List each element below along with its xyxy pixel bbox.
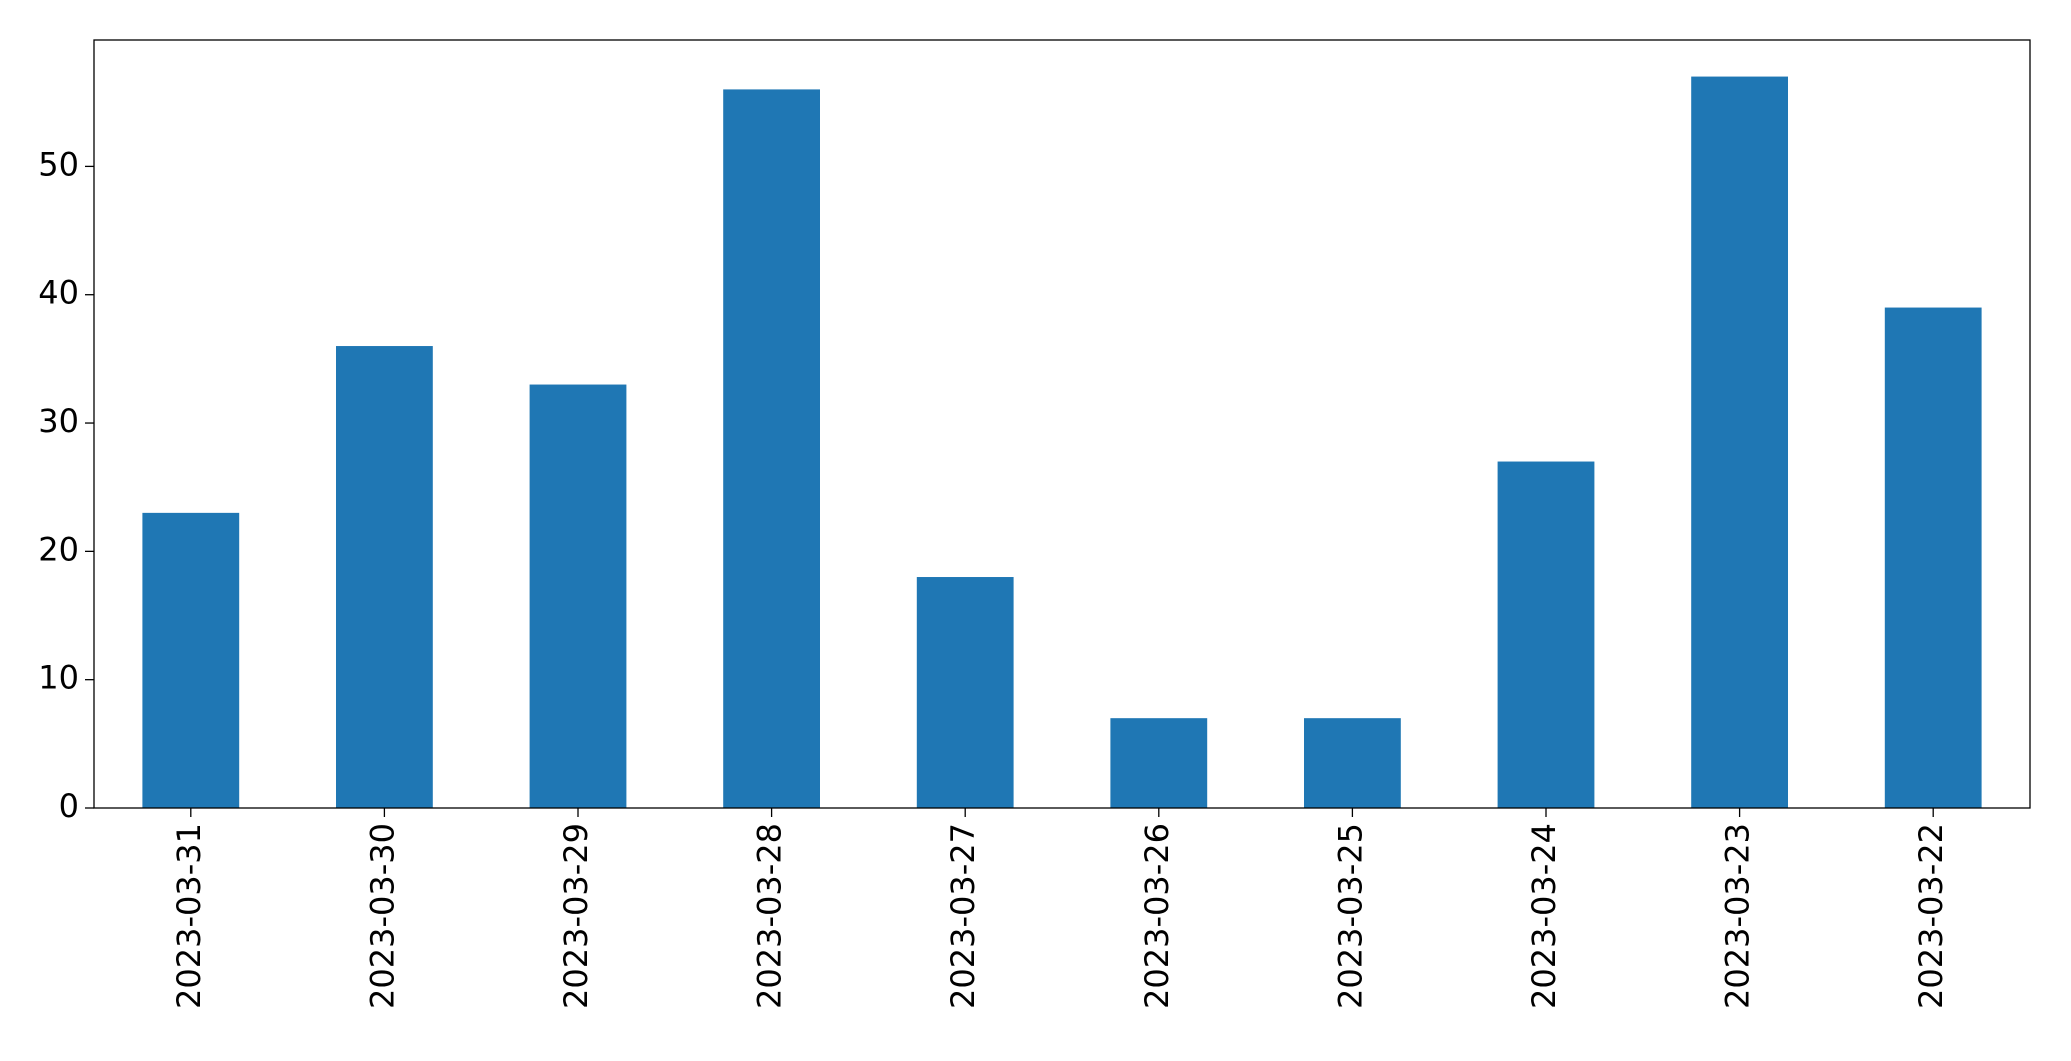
x-tick-label: 2023-03-26 [1138,823,1176,1009]
x-tick-label: 2023-03-30 [363,823,401,1009]
bar [916,577,1014,808]
y-tick-label: 0 [59,787,79,825]
bar [723,89,820,809]
bar [529,384,627,808]
x-tick-label: 2023-03-22 [1912,823,1950,1009]
x-tick-label: 2023-03-31 [170,823,208,1009]
bar [1497,461,1595,808]
x-tick-label: 2023-03-28 [751,823,789,1009]
bar [336,346,433,808]
x-tick-label: 2023-03-25 [1331,823,1369,1009]
bar [1691,76,1788,809]
y-tick-label: 10 [38,659,79,697]
bar [1304,718,1401,808]
bar [142,512,240,808]
x-tick-label: 2023-03-24 [1525,823,1563,1009]
bar [1110,718,1208,808]
x-tick-label: 2023-03-29 [557,823,595,1009]
y-tick-label: 20 [38,530,79,568]
x-tick-label: 2023-03-27 [944,823,982,1009]
y-tick-label: 30 [38,402,79,440]
y-tick-label: 40 [38,274,79,312]
plot-frame [93,39,2031,809]
y-tick-label: 50 [38,145,79,183]
x-tick-label: 2023-03-23 [1719,823,1757,1009]
bar [1884,307,1982,808]
